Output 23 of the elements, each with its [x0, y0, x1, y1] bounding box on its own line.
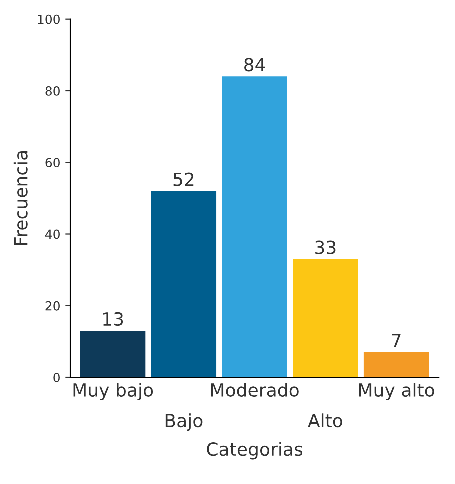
x-tick-label: Muy alto — [359, 383, 434, 401]
y-tick-label: 0 — [54, 372, 60, 382]
y-tick-label: 100 — [38, 14, 60, 24]
x-tick-label: Alto — [308, 414, 342, 428]
x-axis-title: Categorias — [207, 442, 303, 460]
x-tick-label: Muy bajo — [74, 383, 154, 401]
bar — [222, 76, 288, 378]
data-label: 52 — [174, 172, 194, 186]
data-label: 7 — [392, 334, 401, 348]
x-tick-label: Bajo — [166, 414, 203, 432]
data-label: 33 — [316, 240, 336, 254]
x-tick-label: Moderado — [211, 383, 299, 398]
bar — [293, 259, 358, 378]
y-axis-title: Frecuencia — [14, 152, 28, 246]
y-tick-label: 60 — [46, 158, 60, 168]
y-tick-label: 80 — [46, 86, 60, 96]
bar — [151, 191, 217, 378]
y-tick-label: 20 — [46, 301, 60, 311]
data-label: 84 — [244, 58, 266, 72]
data-label: 13 — [104, 312, 124, 326]
y-tick-label: 40 — [46, 230, 60, 240]
bar — [80, 330, 146, 378]
bar — [364, 352, 430, 378]
